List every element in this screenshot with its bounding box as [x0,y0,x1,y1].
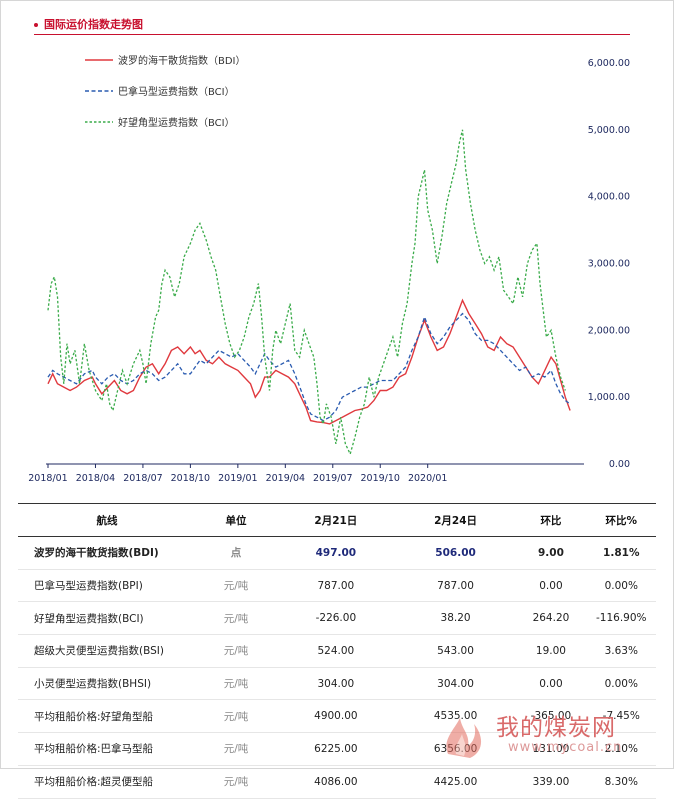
y-tick-label: 0.00 [609,459,630,470]
row-unit: 元/吨 [196,569,277,603]
row-change-pct: -7.45% [586,699,656,734]
row-change: 0.00 [515,569,587,603]
legend-label-3: 好望角型运费指数（BCI） [118,116,235,129]
row-unit: 元/吨 [196,601,277,636]
legend-label-2: 巴拿马型运费指数（BCI） [118,85,235,98]
table-row: 超级大灵便型运费指数(BSI) 元/吨 524.00 543.00 19.00 3.63% [18,634,656,668]
row-value-feb24: 543.00 [395,634,516,668]
row-name: 超级大灵便型运费指数(BSI) [18,634,197,668]
row-name: 小灵便型运费指数(BHSI) [18,667,197,701]
row-unit: 点 [196,536,277,570]
row-change: 19.00 [515,634,587,668]
row-name: 平均租船价格:巴拿马型船 [18,732,197,766]
table-row: 小灵便型运费指数(BHSI) 元/吨 304.00 304.00 0.00 0.00% [18,667,656,701]
row-value-feb24: 506.00 [395,536,516,570]
x-tick-label: 2019/10 [361,473,400,484]
row-change: 131.00 [515,732,587,766]
x-tick-label: 2019/04 [266,473,305,484]
x-tick-label: 2020/01 [408,473,447,484]
row-value-feb21: 524.00 [276,634,396,668]
col-header-date1: 2月21日 [276,503,396,537]
col-header-change-pct: 环比% [586,503,656,537]
row-name: 平均租船价格:好望角型船 [18,699,197,734]
row-unit: 元/吨 [196,634,277,668]
row-change: 0.00 [515,667,587,701]
col-header-change: 环比 [515,503,587,537]
row-change: 9.00 [515,536,587,570]
row-name: 好望角型运费指数(BCI) [18,601,197,636]
row-value-feb21: -226.00 [276,601,396,636]
row-change-pct: 2.10% [586,732,656,766]
x-tick-label: 2018/07 [123,473,162,484]
row-change-pct: 1.81% [586,536,656,570]
series-line-1 [47,298,571,425]
table-row: 好望角型运费指数(BCI) 元/吨 -226.00 38.20 264.20 -116.9… [18,601,656,636]
table-row: 波罗的海干散货指数(BDI) 点 497.00 506.00 9.00 1.81% [18,536,656,570]
series-line-3 [47,129,566,456]
row-name: 波罗的海干散货指数(BDI) [18,536,197,570]
y-tick-label: 3,000.00 [588,259,630,270]
row-value-feb24: 4535.00 [395,699,516,734]
row-value-feb21: 787.00 [276,569,396,603]
col-header-unit: 单位 [196,503,277,537]
section-title-text: 国际运价指数走势图 [44,18,143,31]
coal-logo-icon [446,718,482,758]
x-tick-label: 2019/01 [218,473,257,484]
title-divider [34,34,630,35]
row-change-pct: 8.30% [586,765,656,799]
row-unit: 元/吨 [196,732,277,766]
row-change-pct: 0.00% [586,569,656,603]
row-unit: 元/吨 [196,667,277,701]
x-tick-label: 2018/10 [171,473,210,484]
x-tick-label: 2018/04 [76,473,115,484]
row-unit: 元/吨 [196,699,277,734]
table-header-row: 航线 单位 2月21日 2月24日 环比 环比% [18,503,656,537]
row-change-pct: -116.90% [586,601,656,636]
row-value-feb21: 4086.00 [276,765,396,799]
y-tick-label: 1,000.00 [588,392,630,403]
row-name: 巴拿马型运费指数(BPI) [18,569,197,603]
table-row: 平均租船价格:超灵便型船 元/吨 4086.00 4425.00 339.00 8.30% [18,765,656,799]
row-change-pct: 0.00% [586,667,656,701]
row-value-feb24: 304.00 [395,667,516,701]
y-tick-label: 4,000.00 [588,192,630,203]
y-tick-label: 2,000.00 [588,325,630,336]
row-change: 339.00 [515,765,587,799]
row-change: -365.00 [515,699,587,734]
col-header-date2: 2月24日 [395,503,516,537]
row-change-pct: 3.63% [586,634,656,668]
row-value-feb24: 4425.00 [395,765,516,799]
row-value-feb21: 497.00 [276,536,396,570]
bullet-icon [34,23,38,27]
watermark-url: www.mycoal.cn [508,740,623,755]
y-tick-label: 5,000.00 [588,125,630,136]
freight-index-chart: 2018/01 2018/04 2018/07 2018/10 2019/01 2019/… [28,54,630,484]
row-value-feb21: 4900.00 [276,699,396,734]
watermark-text: 我的煤炭网 [496,715,616,741]
row-value-feb21: 6225.00 [276,732,396,766]
table-row: 平均租船价格:好望角型船 元/吨 4900.00 4535.00 -365.00 -7.4… [18,699,656,734]
x-tick-label: 2018/01 [28,473,67,484]
table-row: 巴拿马型运费指数(BPI) 元/吨 787.00 787.00 0.00 0.00% [18,569,656,603]
row-unit: 元/吨 [196,765,277,799]
y-tick-label: 6,000.00 [588,58,630,69]
section-title: 国际运价指数走势图 [34,16,143,32]
row-value-feb24: 38.20 [395,601,516,636]
row-value-feb24: 787.00 [395,569,516,603]
legend-label-1: 波罗的海干散货指数（BDI） [118,54,246,67]
col-header-route: 航线 [18,503,197,537]
series-line-2 [47,312,571,422]
row-value-feb21: 304.00 [276,667,396,701]
row-name: 平均租船价格:超灵便型船 [18,765,197,799]
x-tick-label: 2019/07 [313,473,352,484]
row-change: 264.20 [515,601,587,636]
